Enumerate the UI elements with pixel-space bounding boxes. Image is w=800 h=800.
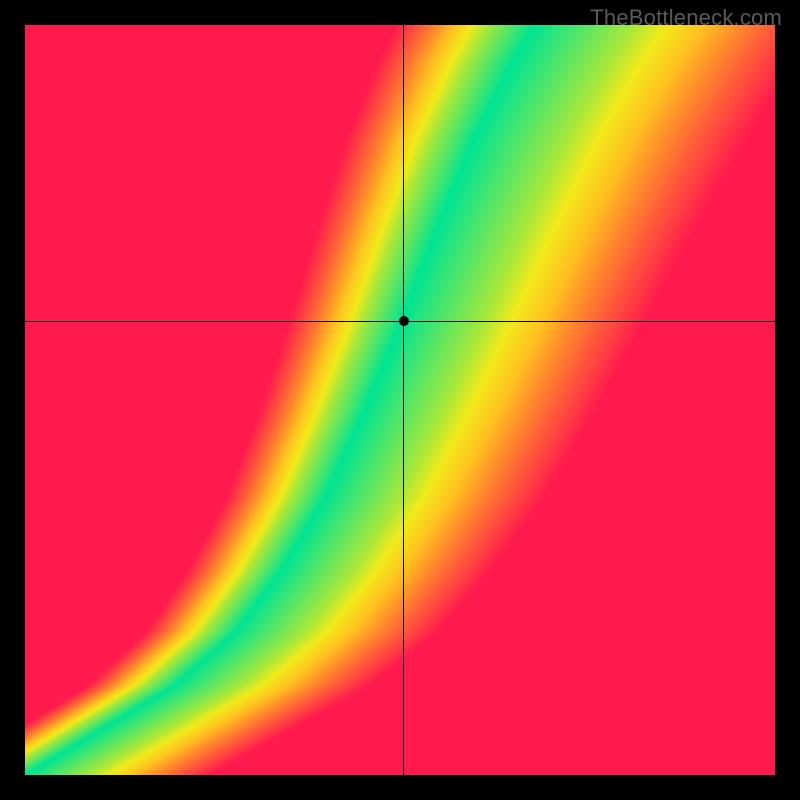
heatmap-canvas <box>25 25 775 775</box>
watermark-text: TheBottleneck.com <box>590 5 782 31</box>
plot-area <box>25 25 775 775</box>
